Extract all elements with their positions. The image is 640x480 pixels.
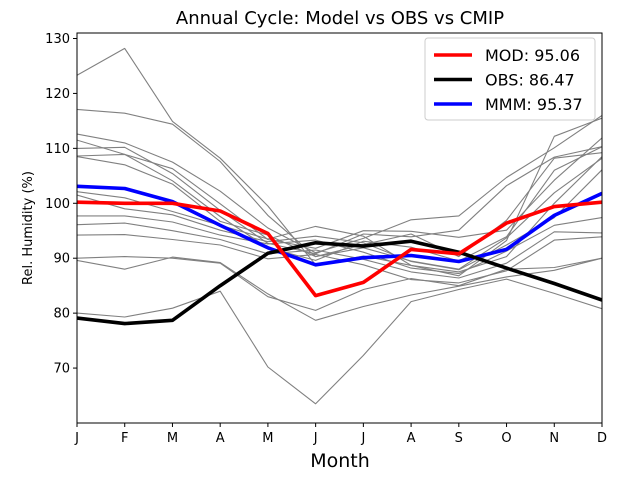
x-tick-label: N bbox=[549, 431, 559, 446]
series-line-mod bbox=[77, 200, 602, 298]
ensemble-line-6 bbox=[77, 146, 602, 262]
y-tick-label: 100 bbox=[45, 197, 70, 212]
y-tick-label: 120 bbox=[45, 87, 70, 102]
y-tick-label: 90 bbox=[53, 252, 70, 267]
ensemble-line-14 bbox=[77, 256, 602, 321]
y-axis: 70 80 90 100 110 120 130 bbox=[45, 32, 77, 377]
legend: MOD: 95.06 OBS: 86.47 MMM: 95.37 bbox=[424, 37, 596, 121]
x-tick-label: S bbox=[455, 431, 463, 446]
x-tick-label: J bbox=[74, 431, 79, 446]
plot-frame bbox=[76, 32, 603, 424]
chart-title: Annual Cycle: Model vs OBS vs CMIP bbox=[176, 8, 504, 29]
y-tick-label: 110 bbox=[45, 142, 70, 157]
series-line-mmm bbox=[77, 184, 602, 267]
ensemble-line-15 bbox=[77, 278, 602, 405]
x-axis-label: Month bbox=[310, 450, 370, 472]
x-tick-label: A bbox=[216, 431, 225, 446]
y-axis-label: Rel. Humidity (%) bbox=[21, 171, 36, 285]
y-tick-label: 70 bbox=[53, 362, 70, 377]
ensemble-line-7 bbox=[77, 156, 602, 270]
legend-label-mod: MOD: 95.06 bbox=[485, 46, 580, 65]
y-tick-label: 130 bbox=[45, 32, 70, 47]
legend-label-mmm: MMM: 95.37 bbox=[485, 95, 583, 114]
series-line-obs bbox=[77, 239, 602, 326]
x-tick-label: M bbox=[262, 431, 273, 446]
x-tick-label: F bbox=[121, 431, 128, 446]
y-tick-label: 80 bbox=[53, 307, 70, 322]
x-tick-label: A bbox=[407, 431, 416, 446]
main-series-lines bbox=[77, 184, 602, 326]
ensemble-line-11 bbox=[77, 222, 602, 279]
x-tick-label: J bbox=[360, 431, 365, 446]
ensemble-line-8 bbox=[77, 156, 602, 273]
legend-label-obs: OBS: 86.47 bbox=[485, 71, 575, 90]
ensemble-line-2 bbox=[77, 108, 602, 258]
ensemble-line-3 bbox=[77, 114, 602, 254]
x-tick-label: J bbox=[313, 431, 318, 446]
ensemble-line-13 bbox=[77, 256, 602, 311]
ensemble-line-9 bbox=[77, 169, 602, 271]
x-tick-label: D bbox=[597, 431, 607, 446]
legend-box bbox=[424, 37, 596, 121]
x-tick-label: O bbox=[501, 431, 511, 446]
x-tick-label: M bbox=[167, 431, 178, 446]
